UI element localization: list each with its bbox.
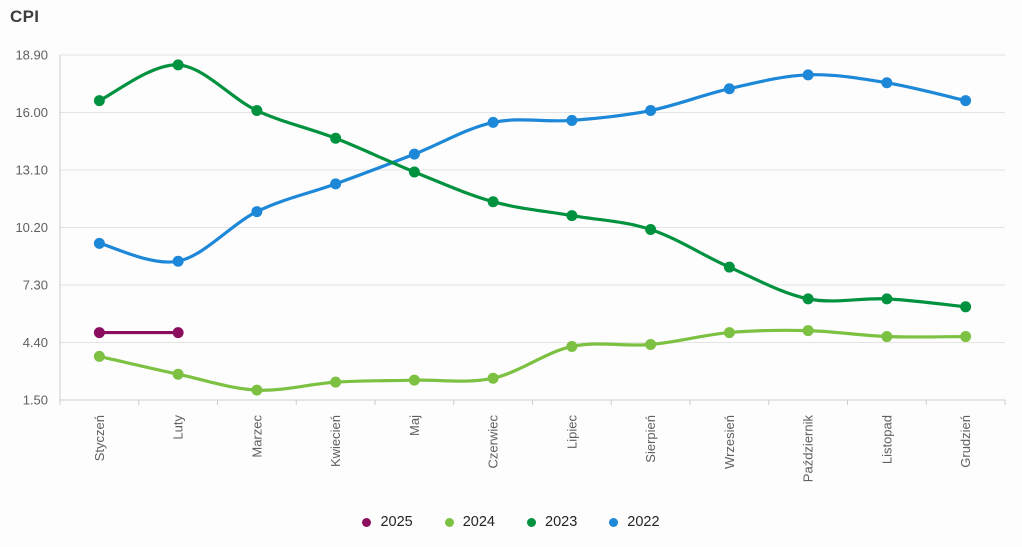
data-point-2024-11[interactable] [960, 331, 972, 343]
legend-item-2024[interactable]: 2024 [444, 514, 495, 530]
legend-dot-icon [609, 517, 619, 527]
legend-label: 2023 [545, 514, 578, 530]
x-axis-label: Czerwiec [486, 415, 501, 469]
data-point-2022-9[interactable] [802, 69, 814, 81]
series-line-2022 [97, 73, 968, 264]
x-axis-label: Wrzesień [722, 415, 737, 469]
data-point-2023-8[interactable] [723, 261, 735, 273]
data-point-2023-2[interactable] [251, 105, 263, 117]
data-point-2022-10[interactable] [881, 77, 893, 89]
data-point-2024-2[interactable] [251, 384, 263, 396]
series-line-2023 [97, 63, 968, 309]
data-point-2022-4[interactable] [408, 148, 420, 160]
y-axis-label: 4.40 [23, 335, 48, 350]
data-point-2025-1[interactable] [172, 327, 184, 339]
legend-item-2025[interactable]: 2025 [362, 514, 413, 530]
x-axis-label: Maj [407, 415, 422, 436]
data-point-2022-6[interactable] [566, 114, 578, 126]
data-point-2023-0[interactable] [93, 95, 105, 107]
data-point-2024-1[interactable] [172, 368, 184, 380]
legend-label: 2024 [462, 514, 495, 530]
x-axis-label: Listopad [879, 415, 894, 464]
data-point-2023-10[interactable] [881, 293, 893, 305]
data-point-2024-9[interactable] [802, 325, 814, 337]
x-axis-label: Październik [801, 415, 816, 483]
chart-legend: 2025 2024 2023 2022 [0, 514, 1022, 530]
legend-item-2022[interactable]: 2022 [609, 514, 660, 530]
legend-label: 2022 [627, 514, 660, 530]
x-axis-label: Sierpień [643, 415, 658, 463]
legend-dot-icon [444, 517, 454, 527]
data-point-2024-7[interactable] [645, 338, 657, 350]
series-line-2024 [97, 328, 968, 392]
x-axis-label: Styczeń [92, 415, 107, 461]
y-axis-label: 1.50 [23, 393, 48, 408]
data-point-2023-5[interactable] [487, 196, 499, 208]
data-point-2023-6[interactable] [566, 210, 578, 222]
y-axis-label: 10.20 [15, 220, 48, 235]
legend-label: 2025 [380, 514, 413, 530]
data-point-2022-11[interactable] [960, 95, 972, 107]
data-point-2023-1[interactable] [172, 59, 184, 71]
y-axis-label: 7.30 [23, 278, 48, 293]
cpi-line-chart: 18.90 16.00 13.10 10.20 7.30 4.40 1.50 Styczeń L… [15, 48, 1006, 483]
data-point-2022-1[interactable] [172, 255, 184, 267]
data-point-2022-7[interactable] [645, 105, 657, 117]
data-point-2024-8[interactable] [723, 327, 735, 339]
data-point-2024-3[interactable] [330, 376, 342, 388]
data-point-2022-2[interactable] [251, 206, 263, 218]
x-axis-label: Marzec [249, 415, 264, 458]
data-point-2022-8[interactable] [723, 83, 735, 95]
data-point-2023-7[interactable] [645, 223, 657, 235]
legend-dot-icon [527, 517, 536, 527]
legend-dot-icon [362, 517, 372, 527]
data-point-2024-6[interactable] [566, 340, 578, 352]
data-point-2023-9[interactable] [802, 293, 814, 305]
data-point-2023-3[interactable] [330, 132, 342, 144]
data-point-2024-10[interactable] [881, 331, 893, 343]
data-point-2024-5[interactable] [487, 372, 499, 384]
data-point-2022-3[interactable] [330, 178, 342, 190]
x-axis-label: Kwiecień [328, 415, 343, 467]
x-axis-label: Grudzień [958, 415, 973, 468]
data-point-2023-4[interactable] [408, 166, 420, 178]
y-axis-label: 16.00 [15, 105, 48, 120]
legend-item-2023[interactable]: 2023 [527, 514, 577, 530]
x-axis-label: Lipiec [564, 415, 579, 449]
chart-title: CPI [10, 7, 40, 26]
data-point-2023-11[interactable] [960, 301, 972, 313]
data-point-2024-4[interactable] [408, 374, 420, 386]
data-point-2024-0[interactable] [93, 350, 105, 362]
y-axis-label: 13.10 [15, 163, 48, 178]
data-point-2022-0[interactable] [93, 237, 105, 249]
x-axis-label: Luty [171, 415, 186, 440]
data-point-2025-0[interactable] [93, 327, 105, 339]
data-point-2022-5[interactable] [487, 116, 499, 128]
y-axis-label: 18.90 [15, 48, 48, 63]
